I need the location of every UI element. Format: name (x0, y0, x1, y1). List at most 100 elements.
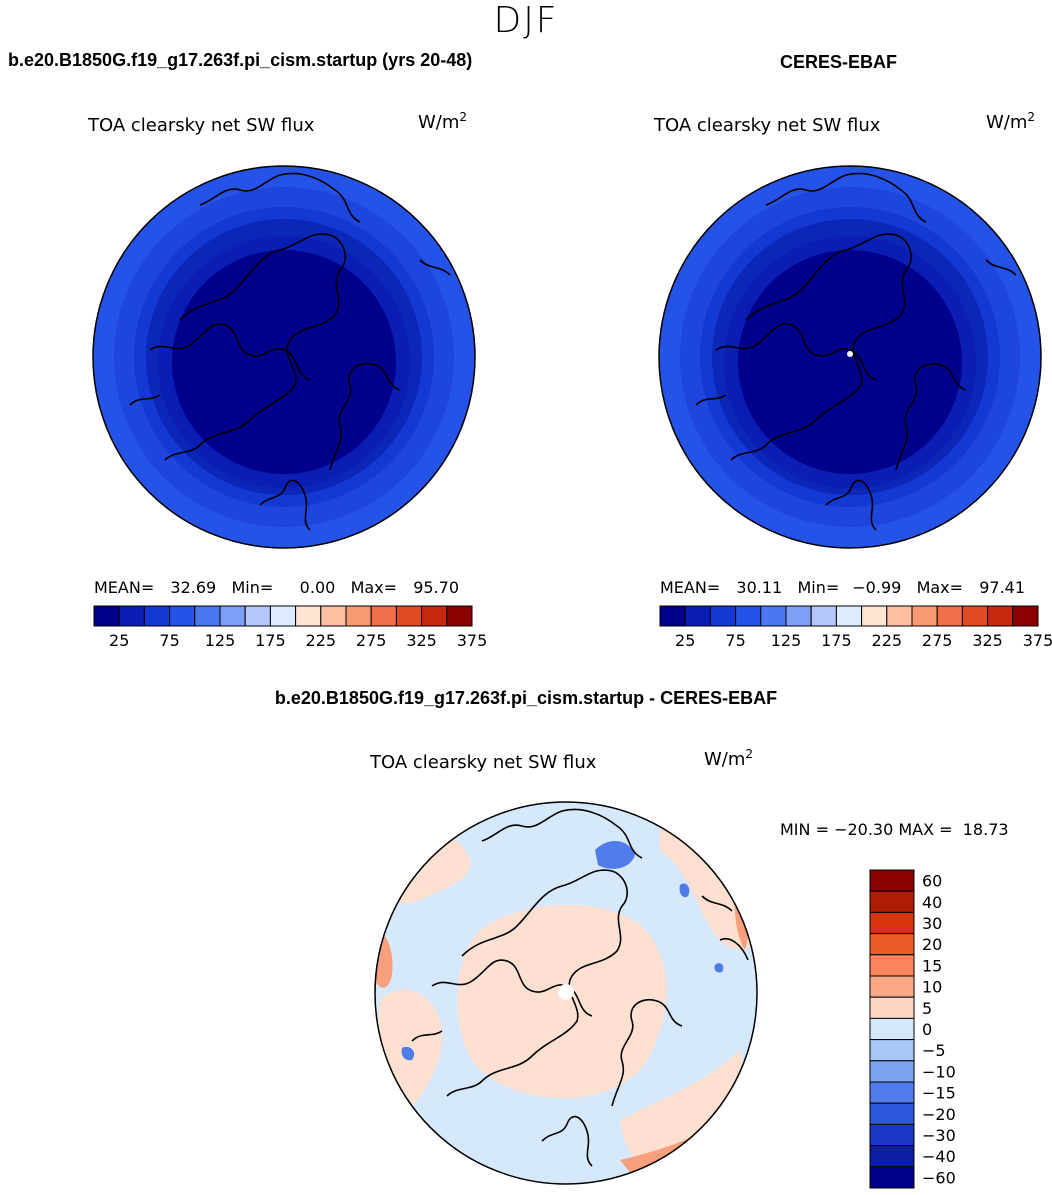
model-units-exp: 2 (459, 110, 468, 124)
obs-max-value: 97.41 (979, 578, 1026, 597)
obs-colorbar: 25 75 125 175 225 275 325 375 (659, 605, 1052, 650)
model-colorbar-tick-label: 275 (356, 631, 387, 650)
diff-variable-label: TOA clearsky net SW flux (370, 752, 597, 773)
model-colorbar-box (244, 605, 271, 627)
diff-colorbar-box (869, 1081, 915, 1104)
diff-units-exp: 2 (745, 747, 754, 761)
obs-stats: MEAN= 30.11 Min= −0.99 Max= 97.41 (660, 578, 1025, 597)
model-colorbar-box (269, 605, 297, 627)
model-colorbar-box (93, 605, 120, 627)
obs-colorbar-box (760, 605, 787, 627)
diff-colorbar-box (869, 1060, 915, 1083)
diff-colorbar: 60 40 30 20 15 10 5 0 −5 −10 −15 −20 −30 −40 −60 (869, 869, 956, 1189)
diff-colorbar-tick-label: 10 (922, 978, 942, 997)
obs-mean-label: MEAN= (660, 578, 721, 597)
obs-variable-label: TOA clearsky net SW flux (654, 115, 881, 136)
obs-units-exp: 2 (1027, 110, 1036, 124)
model-colorbar-box (345, 605, 372, 627)
obs-colorbar-tick-label: 175 (821, 631, 852, 650)
diff-colorbar-tick-label: 5 (922, 999, 932, 1018)
model-stats: MEAN= 32.69 Min= 0.00 Max= 95.70 (94, 578, 459, 597)
obs-colorbar-box (810, 605, 837, 627)
diff-colorbar-tick-label: 40 (922, 893, 942, 912)
diff-pole-missing-dot (558, 984, 574, 1000)
diff-colorbar-box (869, 933, 915, 956)
obs-mean-value: 30.11 (736, 578, 783, 597)
obs-colorbar-box (936, 605, 963, 627)
obs-pole-missing-dot (847, 351, 853, 357)
obs-colorbar-box (684, 605, 711, 627)
obs-colorbar-tick-label: 325 (972, 631, 1003, 650)
model-max-value: 95.70 (413, 578, 460, 597)
model-colorbar-box (370, 605, 397, 627)
obs-max-label: Max= (916, 578, 964, 597)
model-min-label: Min= (231, 578, 274, 597)
diff-colorbar-tick-label: −60 (922, 1168, 956, 1187)
obs-colorbar-box (835, 605, 863, 627)
obs-colorbar-box (659, 605, 686, 627)
model-min-value: 0.00 (299, 578, 336, 597)
diff-colorbar-box (869, 1166, 915, 1189)
model-map-border (92, 165, 476, 549)
obs-colorbar-box (886, 605, 913, 627)
model-field (93, 166, 475, 548)
model-mean-label: MEAN= (94, 578, 155, 597)
diff-colorbar-tick-label: −20 (922, 1105, 956, 1124)
obs-colorbar-tick-label: 375 (1023, 631, 1052, 650)
obs-colorbar-tick-label: 25 (675, 631, 695, 650)
obs-colorbar-tick-label: 275 (922, 631, 953, 650)
obs-polar-map (658, 165, 1042, 549)
model-units-text: W/m (418, 112, 460, 133)
diff-colorbar-tick-label: −30 (922, 1126, 956, 1145)
model-colorbar-tick-label: 325 (406, 631, 437, 650)
obs-panel-title: CERES-EBAF (780, 52, 898, 72)
diff-colorbar-tick-label: −5 (922, 1041, 946, 1060)
obs-map-border (658, 165, 1042, 549)
obs-colorbar-box (911, 605, 938, 627)
obs-colorbar-box (709, 605, 737, 627)
diff-colorbar-box (869, 975, 915, 998)
diff-colorbar-tick-label: 15 (922, 956, 942, 975)
diff-colorbar-tick-label: −10 (922, 1062, 956, 1081)
diff-colorbar-tick-label: 0 (922, 1020, 932, 1039)
model-colorbar-box (194, 605, 221, 627)
model-colorbar-box (219, 605, 246, 627)
diff-units-label: W/m2 (704, 747, 753, 770)
diff-field-region (679, 883, 690, 898)
diff-colorbar-box (869, 869, 915, 892)
model-colorbar-tick-label: 175 (255, 631, 286, 650)
diff-colorbar-tick-label: −40 (922, 1147, 956, 1166)
obs-min-label: Min= (797, 578, 840, 597)
diff-colorbar-box (869, 1039, 915, 1062)
obs-colorbar-box (961, 605, 989, 627)
obs-units-text: W/m (986, 112, 1028, 133)
diff-field-region (595, 840, 635, 869)
diff-colorbar-box (869, 996, 915, 1019)
diff-colorbar-box (869, 954, 915, 977)
diff-colorbar-tick-label: 60 (922, 872, 942, 891)
model-colorbar-box (143, 605, 171, 627)
obs-min-value: −0.99 (852, 578, 902, 597)
obs-colorbar-tick-label: 225 (872, 631, 903, 650)
model-max-label: Max= (350, 578, 398, 597)
obs-colorbar-box (1012, 605, 1039, 627)
obs-colorbar-tick-label: 125 (771, 631, 802, 650)
model-colorbar-box (118, 605, 145, 627)
model-colorbar-tick-label: 225 (306, 631, 337, 650)
obs-colorbar-box (735, 605, 762, 627)
model-variable-label: TOA clearsky net SW flux (88, 115, 315, 136)
model-units-label: W/m2 (418, 110, 467, 133)
diff-field-region (714, 963, 724, 973)
model-colorbar-tick-label: 125 (205, 631, 236, 650)
diff-colorbar-tick-label: 20 (922, 935, 942, 954)
obs-colorbar-box (861, 605, 888, 627)
obs-coastlines (695, 172, 1017, 531)
model-colorbar-box (169, 605, 196, 627)
model-colorbar-box (421, 605, 448, 627)
diff-colorbar-box (869, 1123, 915, 1147)
diff-panel-title: b.e20.B1850G.f19_g17.263f.pi_cism.startu… (274, 688, 778, 708)
model-colorbar-tick-label: 25 (109, 631, 129, 650)
model-mean-value: 32.69 (170, 578, 217, 597)
diff-minmax: MIN = −20.30 MAX = 18.73 (780, 820, 1009, 839)
